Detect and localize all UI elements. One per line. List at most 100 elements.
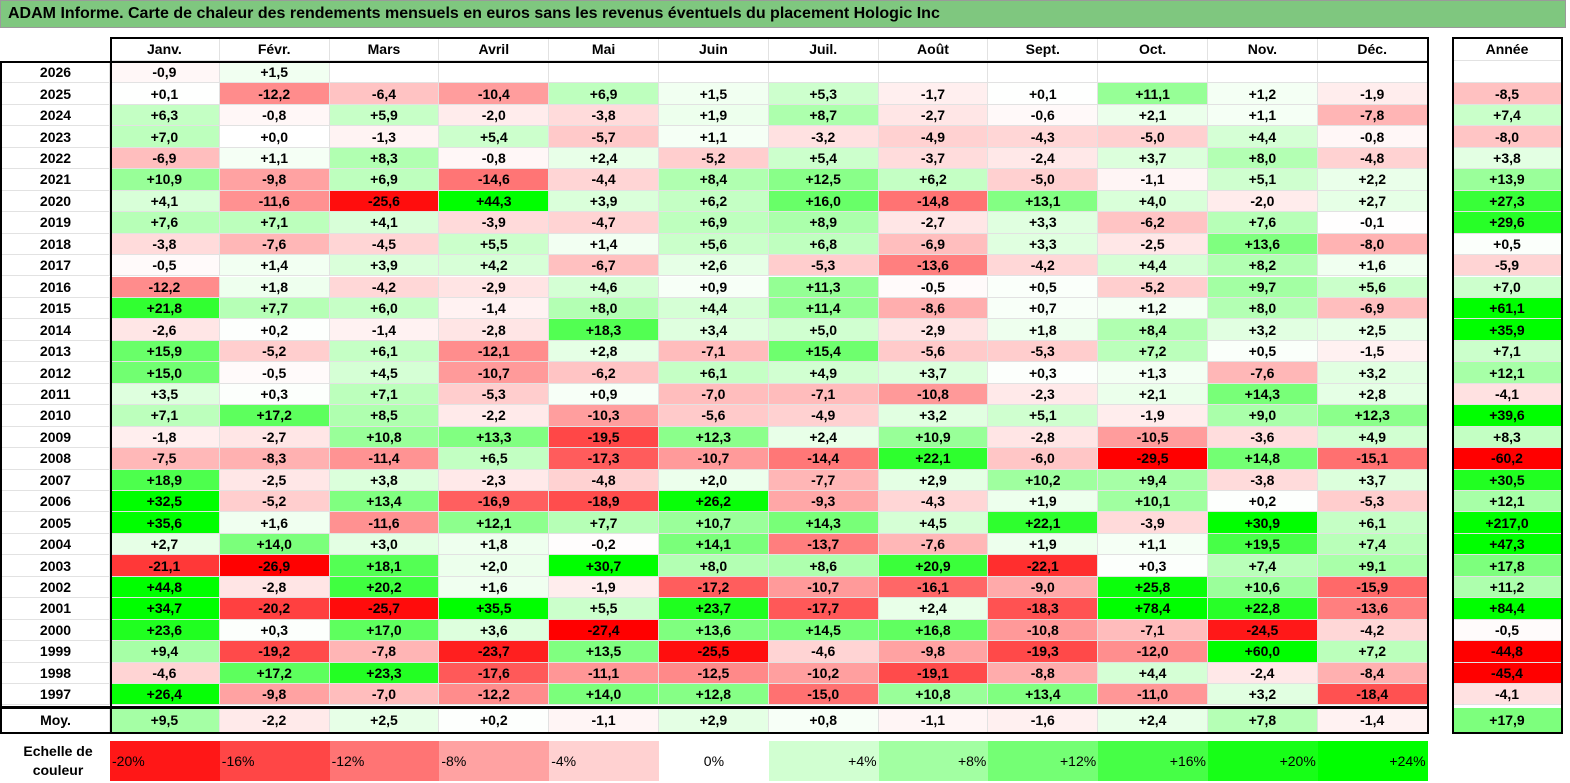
heatmap-cell: +9,1 <box>1317 555 1428 577</box>
heatmap-cell: -27,4 <box>549 619 659 642</box>
heatmap-cell: +8,6 <box>768 555 879 577</box>
heatmap-cell: +10,9 <box>110 169 220 191</box>
heatmap-cell: -2,7 <box>878 104 989 127</box>
heatmap-cell: +6,2 <box>659 190 769 213</box>
heatmap-cell: -5,2 <box>219 340 330 363</box>
heatmap-cell <box>988 62 1099 84</box>
heatmap-cell: -10,7 <box>439 362 550 384</box>
heatmap-cell: +0,5 <box>988 276 1099 298</box>
row-year-label: 2015 <box>2 297 110 320</box>
row-year-label: 2025 <box>2 83 110 105</box>
heatmap-cell: -1,9 <box>549 576 659 599</box>
heatmap-cell: -2,8 <box>988 426 1099 449</box>
heatmap-cell: -2,7 <box>878 212 989 234</box>
heatmap-cell: -12,2 <box>219 83 330 105</box>
heatmap-cell: -12,5 <box>659 662 769 685</box>
heatmap-cell: -7,0 <box>329 684 440 706</box>
heatmap-cell: +7,4 <box>1208 555 1318 577</box>
heatmap-cell: +4,4 <box>1098 662 1208 685</box>
heatmap-cell: +4,1 <box>110 190 220 213</box>
heatmap-cell: +12,8 <box>659 684 769 706</box>
heatmap-cell: -7,6 <box>219 233 330 256</box>
heatmap-cell: +10,8 <box>329 426 440 449</box>
heatmap-cell: +18,3 <box>549 319 659 341</box>
heatmap-cell: +3,7 <box>878 362 989 384</box>
heatmap-cell: -20,2 <box>219 598 330 620</box>
heatmap-cell: +14,0 <box>549 684 659 706</box>
heatmap-cell: +5,1 <box>988 405 1099 427</box>
heatmap-cell: -14,4 <box>768 448 879 470</box>
year-total-cell: +35,9 <box>1452 319 1563 341</box>
row-year-label: 2012 <box>2 362 110 384</box>
heatmap-cell: -9,8 <box>219 169 330 191</box>
row-year-label: 2010 <box>2 405 110 427</box>
heatmap-cell: +0,9 <box>659 276 769 298</box>
heatmap-cell <box>878 62 989 84</box>
heatmap-cell: +12,5 <box>768 169 879 191</box>
heatmap-cell: +1,6 <box>439 576 550 599</box>
heatmap-cell: +5,1 <box>1208 169 1318 191</box>
heatmap-cell: -13,7 <box>768 533 879 556</box>
year-total-cell: +217,0 <box>1452 512 1563 534</box>
heatmap-cell: +1,4 <box>549 233 659 256</box>
heatmap-cell: -25,7 <box>329 598 440 620</box>
heatmap-cell: -17,6 <box>439 662 550 685</box>
heatmap-cell: -4,6 <box>768 641 879 663</box>
heatmap-cell: -10,5 <box>1098 426 1208 449</box>
heatmap-cell: +1,8 <box>439 533 550 556</box>
heatmap-cell: +12,1 <box>439 512 550 534</box>
month-header: Oct. <box>1098 37 1208 61</box>
heatmap-cell: +4,6 <box>549 276 659 298</box>
heatmap-cell: +18,9 <box>110 469 220 491</box>
heatmap-cell: +4,4 <box>1208 126 1318 148</box>
heatmap-cell: -5,2 <box>659 147 769 170</box>
scale-swatch: -16% <box>219 741 330 781</box>
heatmap-cell: +5,4 <box>768 147 879 170</box>
average-cell: +2,9 <box>659 707 769 734</box>
heatmap-cell: +0,3 <box>219 383 330 406</box>
heatmap-cell: +8,0 <box>1208 147 1318 170</box>
heatmap-cell: -2,9 <box>878 319 989 341</box>
heatmap-cell: +8,3 <box>329 147 440 170</box>
heatmap-cell: -6,4 <box>329 83 440 105</box>
heatmap-cell: -1,1 <box>1098 169 1208 191</box>
heatmap-cell: -8,6 <box>878 297 989 320</box>
heatmap-cell: +3,3 <box>988 212 1099 234</box>
heatmap-cell: -3,2 <box>768 126 879 148</box>
heatmap-cell: +1,8 <box>988 319 1099 341</box>
heatmap-cell: -22,1 <box>988 555 1099 577</box>
heatmap-cell: -18,3 <box>988 598 1099 620</box>
heatmap-cell: -19,1 <box>878 662 989 685</box>
year-total-cell: +17,8 <box>1452 555 1563 577</box>
row-year-label: 2013 <box>2 340 110 363</box>
heatmap-cell: -24,5 <box>1208 619 1318 642</box>
heatmap-cell: +30,7 <box>549 555 659 577</box>
heatmap-cell: +15,9 <box>110 340 220 363</box>
heatmap-cell: -5,2 <box>219 491 330 513</box>
scale-label: Echelle de couleur <box>23 743 93 778</box>
heatmap-cell: -2,2 <box>439 405 550 427</box>
heatmap-cell: +1,5 <box>659 83 769 105</box>
heatmap-cell: -4,8 <box>1317 147 1428 170</box>
heatmap-cell: +7,2 <box>1317 641 1428 663</box>
heatmap-cell: -2,6 <box>110 319 220 341</box>
heatmap-cell: +1,1 <box>219 147 330 170</box>
heatmap-cell: +2,4 <box>549 147 659 170</box>
heatmap-cell: +4,9 <box>768 362 879 384</box>
heatmap-cell: +6,8 <box>768 233 879 256</box>
heatmap-cell: -4,4 <box>549 169 659 191</box>
heatmap-cell: -3,8 <box>1208 469 1318 491</box>
heatmap-cell: +7,7 <box>549 512 659 534</box>
heatmap-cell: -4,8 <box>549 469 659 491</box>
heatmap-cell: -7,7 <box>768 469 879 491</box>
heatmap-cell <box>659 62 769 84</box>
heatmap-cell: -6,2 <box>1098 212 1208 234</box>
heatmap-cell: +6,5 <box>439 448 550 470</box>
heatmap-cell: -10,2 <box>768 662 879 685</box>
average-cell: +7,8 <box>1208 707 1318 734</box>
heatmap-cell: -0,2 <box>549 533 659 556</box>
heatmap-cell <box>1208 62 1318 84</box>
heatmap-cell: +2,0 <box>439 555 550 577</box>
heatmap-cell: +3,9 <box>329 255 440 277</box>
year-total-cell: +29,6 <box>1452 212 1563 234</box>
